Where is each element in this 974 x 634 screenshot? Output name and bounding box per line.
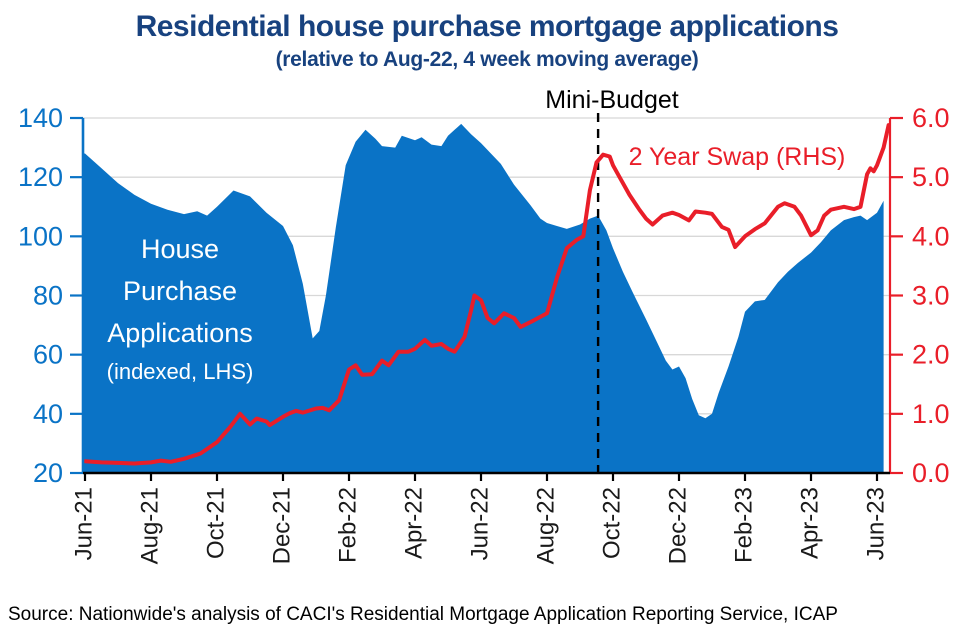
x-axis-tick-label: Jun-22	[466, 487, 493, 560]
x-axis-tick-label: Feb-23	[730, 487, 757, 563]
x-axis-tick-label: Feb-22	[334, 487, 361, 563]
left-axis-tick-label: 20	[33, 458, 63, 488]
area-label-line-4: (indexed, LHS)	[106, 359, 254, 384]
left-axis-tick-label: 120	[18, 162, 63, 192]
source-note: Source: Nationwide's analysis of CACI's …	[8, 604, 838, 625]
right-axis-tick-label: 5.0	[912, 162, 950, 192]
right-axis-tick-label: 3.0	[912, 281, 950, 311]
area-label-line-2: Purchase	[122, 276, 238, 306]
x-axis-tick-label: Aug-21	[136, 487, 163, 564]
x-axis-tick-label: Dec-21	[268, 487, 295, 564]
right-axis-tick-label: 1.0	[912, 399, 950, 429]
mini-budget-annotation: Mini-Budget	[545, 86, 679, 114]
left-axis-tick-label: 80	[33, 281, 63, 311]
swap-series-label: 2 Year Swap (RHS)	[628, 143, 846, 171]
x-axis-tick-label: Apr-22	[400, 487, 427, 559]
chart-subtitle: (relative to Aug-22, 4 week moving avera…	[275, 48, 699, 71]
x-axis-tick-label: Oct-21	[202, 487, 229, 559]
left-axis-tick-label: 40	[33, 399, 63, 429]
right-axis-tick-label: 2.0	[912, 340, 950, 370]
right-axis-tick-label: 6.0	[912, 103, 950, 133]
x-axis-tick-label: Jun-21	[70, 487, 97, 560]
left-axis-tick-label: 140	[18, 103, 63, 133]
right-axis-tick-label: 4.0	[912, 221, 950, 251]
x-axis-tick-label: Jun-23	[862, 487, 889, 560]
x-axis-tick-label: Dec-22	[664, 487, 691, 564]
house-purchase-series-label: House Purchase Applications (indexed, LH…	[107, 228, 254, 390]
two-year-swap-line-series	[83, 123, 891, 466]
chart-title: Residential house purchase mortgage appl…	[135, 10, 839, 43]
area-label-line-1: House	[140, 234, 220, 264]
x-axis-tick-label: Aug-22	[532, 487, 559, 564]
right-axis-tick-label: 0.0	[912, 458, 950, 488]
house-purchase-area-series	[83, 123, 884, 474]
left-axis-tick-label: 100	[18, 221, 63, 251]
left-axis-tick-label: 60	[33, 340, 63, 370]
area-label-line-3: Applications	[107, 318, 253, 348]
x-axis-tick-label: Oct-22	[598, 487, 625, 559]
x-axis-tick-label: Apr-23	[796, 487, 823, 559]
